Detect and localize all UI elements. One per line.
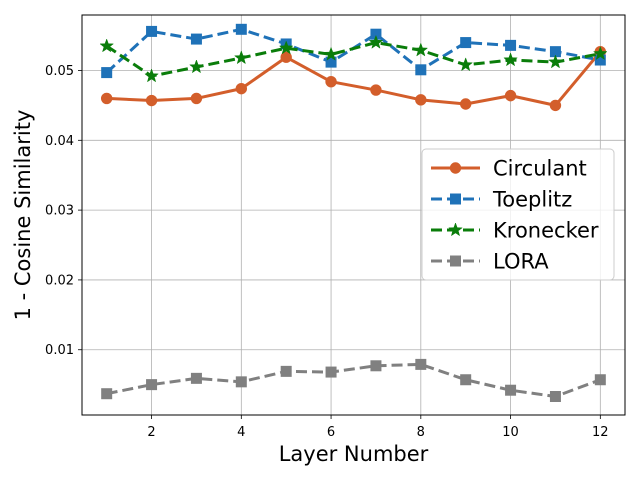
toeplitz-point (505, 39, 517, 51)
circulant-point (549, 99, 562, 112)
y-axis-label: 1 - Cosine Similarity (11, 110, 35, 321)
lora-point (190, 372, 202, 384)
circulant-point (459, 98, 472, 110)
circulant-point (100, 92, 113, 105)
kronecker-point (592, 46, 608, 60)
kronecker-point (368, 34, 384, 49)
toeplitz-point (190, 33, 202, 45)
circulant-point (415, 94, 427, 106)
circulant-line (106, 50, 602, 107)
toeplitz-point (460, 37, 472, 49)
kronecker-point (323, 46, 339, 61)
legend: Circulant Toeplitz Kronecker LORA (421, 148, 615, 281)
legend-item-circulant: Circulant (431, 157, 587, 181)
kronecker-point (99, 38, 115, 53)
circulant-point (235, 82, 248, 95)
kronecker-point (458, 57, 474, 72)
legend-marker-toeplitz (450, 193, 461, 205)
plot-frame (81, 14, 626, 416)
lora-point (505, 384, 517, 396)
legend-label-circulant: Circulant (493, 157, 587, 181)
x-tick-label: 4 (237, 425, 245, 440)
legend-label-lora: LORA (493, 250, 549, 274)
circulant-point (325, 75, 337, 88)
x-tick-label: 2 (147, 425, 155, 440)
circulant-point (145, 94, 158, 107)
lora-point (146, 379, 158, 391)
y-tick-label: 0.04 (45, 134, 74, 149)
y-tick-label: 0.02 (45, 273, 74, 288)
y-tick-label: 0.05 (45, 64, 74, 79)
kronecker-point (503, 52, 518, 67)
legend-label-toeplitz: Toeplitz (492, 188, 572, 212)
y-tick-label: 0.03 (45, 204, 74, 219)
kronecker-point (548, 54, 563, 69)
toeplitz-point (146, 25, 158, 37)
series-layer (99, 23, 608, 403)
legend-frame (421, 148, 615, 281)
x-tick-label: 6 (327, 425, 335, 440)
x-tick-label: 10 (502, 425, 519, 440)
lora-line (106, 362, 601, 398)
toeplitz-point (415, 64, 427, 76)
lora-point (460, 374, 472, 386)
legend-item-toeplitz: Toeplitz (431, 188, 572, 212)
circulant-point (370, 84, 382, 96)
circulant-point (190, 92, 203, 105)
legend-marker-kronecker (448, 222, 463, 237)
x-tick-label: 12 (592, 425, 609, 440)
kronecker-line (105, 41, 601, 78)
legend-label-kronecker: Kronecker (493, 219, 599, 243)
lora-point (325, 366, 337, 378)
lora-point (549, 391, 561, 403)
kronecker-point (278, 40, 294, 55)
x-axis-label: Layer Number (279, 442, 429, 466)
axis-ticks: 2 4 6 8 10 12 0.01 0.02 0.03 0.04 0.05 (45, 64, 609, 440)
x-tick-label: 8 (417, 425, 425, 440)
kronecker-point (413, 42, 429, 57)
lora-point (594, 374, 606, 386)
toeplitz-point (235, 23, 247, 35)
legend-item-lora: LORA (431, 250, 549, 274)
series-lora (101, 358, 606, 403)
lora-point (370, 360, 382, 372)
legend-marker-lora (450, 255, 461, 267)
toeplitz-point (101, 67, 113, 79)
lora-point (415, 358, 427, 370)
lora-point (101, 388, 113, 400)
series-kronecker (99, 34, 608, 83)
legend-item-kronecker: Kronecker (431, 219, 599, 243)
legend-marker-circulant (449, 162, 462, 174)
circulant-point (504, 89, 517, 102)
lora-point (280, 365, 292, 377)
y-tick-label: 0.01 (45, 343, 74, 358)
kronecker-point (144, 68, 159, 83)
kronecker-point (189, 59, 204, 74)
series-circulant (100, 45, 607, 112)
lora-point (235, 376, 247, 388)
kronecker-point (233, 50, 249, 65)
circulant-point (280, 51, 292, 63)
